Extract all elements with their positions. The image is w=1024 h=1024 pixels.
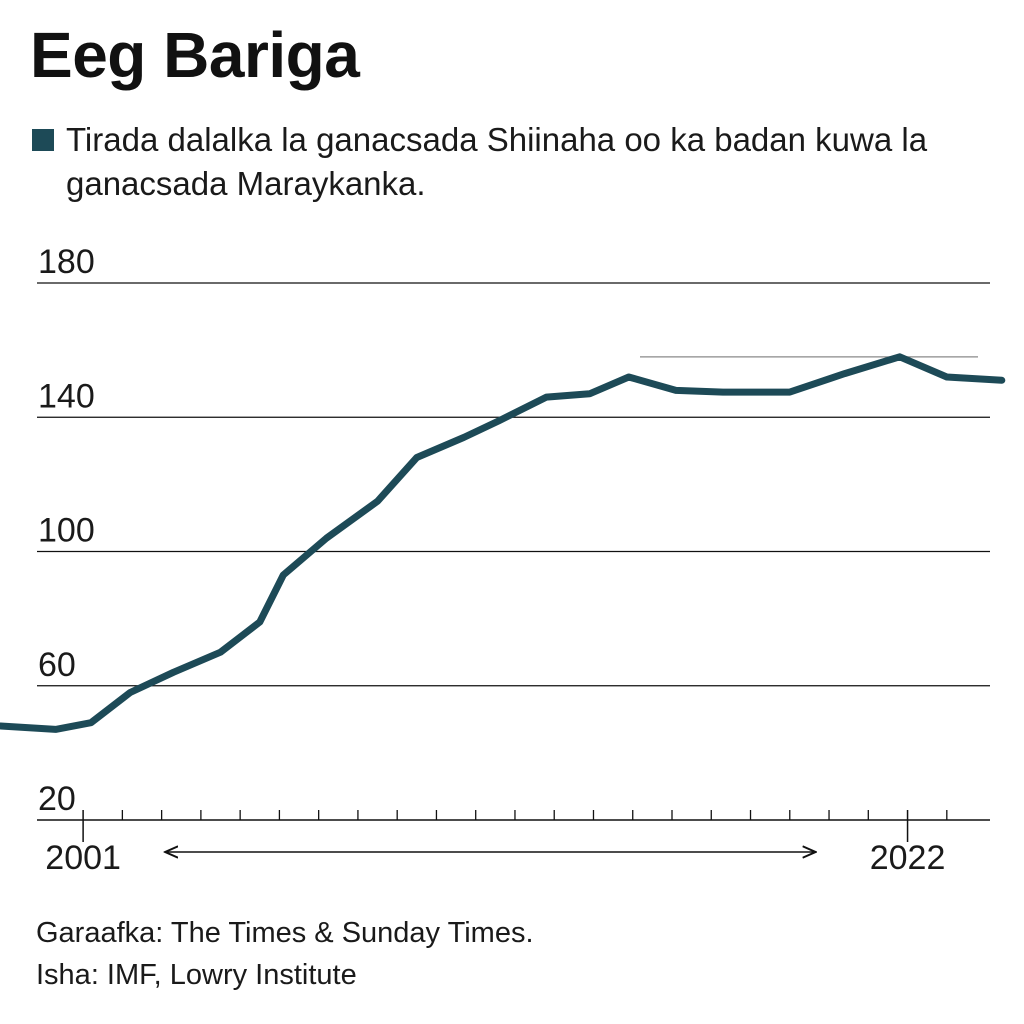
y-tick-label-180: 180 <box>38 243 95 281</box>
y-tick-label-100: 100 <box>38 512 95 550</box>
data-point-0-7 <box>280 572 286 578</box>
data-point-0-1 <box>53 726 59 732</box>
data-point-0-2 <box>88 720 94 726</box>
y-tick-label-60: 60 <box>38 646 76 684</box>
data-point-0-3 <box>127 690 133 695</box>
data-point-0-19 <box>842 371 848 377</box>
data-point-0-18 <box>787 389 793 395</box>
chart-title: Eeg Bariga <box>30 19 360 91</box>
data-point-0-12 <box>496 418 502 424</box>
series-line-0 <box>0 353 1006 733</box>
data-point-0-20 <box>897 354 903 360</box>
data-point-0-21 <box>944 374 950 380</box>
data-point-0-5 <box>218 649 223 655</box>
data-point-0-10 <box>414 455 420 460</box>
data-point-0-15 <box>626 374 632 380</box>
data-point-0-13 <box>543 394 549 400</box>
footer: Garaafka: The Times & Sunday Times. Isha… <box>36 912 534 996</box>
data-point-0-4 <box>170 669 176 675</box>
legend-swatch <box>32 129 54 151</box>
legend-label: Tirada dalalka la ganacsada Shiinaha oo … <box>66 121 928 202</box>
data-point-0-9 <box>375 498 381 504</box>
x-tick-label-2001: 2001 <box>45 839 121 877</box>
y-tick-label-140: 140 <box>38 377 95 415</box>
data-point-0-22 <box>999 377 1005 383</box>
data-point-0-16 <box>673 387 679 393</box>
data-point-0-14 <box>587 391 593 397</box>
data-point-0-8 <box>324 535 329 541</box>
data-source: Isha: IMF, Lowry Institute <box>36 959 357 991</box>
x-tick-label-2022: 2022 <box>870 839 946 877</box>
data-point-0-0 <box>0 723 4 729</box>
y-tick-label-20: 20 <box>38 780 76 818</box>
legend: Tirada dalalka la ganacsada Shiinaha oo … <box>32 118 932 206</box>
data-point-0-6 <box>257 619 263 625</box>
data-point-0-11 <box>461 434 467 440</box>
data-point-0-17 <box>720 389 726 395</box>
graphic-credit: Garaafka: The Times & Sunday Times. <box>36 917 534 949</box>
